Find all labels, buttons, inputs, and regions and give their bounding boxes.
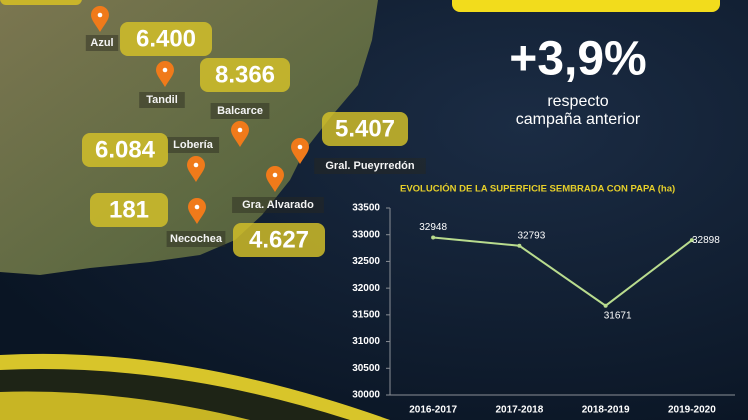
x-tick-label: 2017-2018 <box>495 405 543 416</box>
data-label: 32793 <box>517 230 545 241</box>
y-tick-label: 33000 <box>352 229 380 240</box>
place-label: Balcarce <box>217 105 263 117</box>
place-label-bg <box>314 158 426 174</box>
value-box <box>233 223 325 257</box>
top-banner <box>452 0 720 12</box>
value-box <box>200 58 290 92</box>
place-label: Lobería <box>173 139 214 151</box>
headline-caption: respecto <box>547 93 608 110</box>
pin <box>156 61 174 87</box>
point <box>431 235 436 240</box>
y-tick-label: 32500 <box>352 256 380 267</box>
place-label: Gra. Alvarado <box>242 199 314 211</box>
value-box <box>82 133 168 167</box>
pin-dot <box>237 127 243 133</box>
point <box>603 303 608 308</box>
headline-caption: campaña anterior <box>516 111 641 128</box>
place-label-bg <box>139 92 185 108</box>
data-label: 32948 <box>419 222 447 233</box>
pin-dot <box>194 204 200 210</box>
pin <box>187 156 205 182</box>
point <box>689 238 694 243</box>
plot: 30000 30500 31000 31500 32000 32500 33000 33500… <box>352 203 735 416</box>
headline-change: +3,9% <box>509 33 646 86</box>
y-tick-label: 30000 <box>352 390 380 401</box>
series-line <box>433 236 693 307</box>
pin-dot <box>193 162 199 168</box>
y-tick-label: 32000 <box>352 283 380 294</box>
x-tick-label: 2018-2019 <box>582 405 630 416</box>
pin <box>291 138 309 164</box>
place-label: Azul <box>90 37 113 49</box>
value-label: 8.366 <box>215 61 275 88</box>
value-box <box>322 112 408 146</box>
pin <box>266 166 284 192</box>
y-tick-label: 30500 <box>352 363 380 374</box>
pin-dot <box>272 172 278 178</box>
place-label: Gral. Pueyrredón <box>325 160 415 172</box>
value-label: 5.407 <box>335 115 395 142</box>
place-label: Tandil <box>146 94 178 106</box>
data-label: 32898 <box>692 235 720 246</box>
chart-title: EVOLUCIÓN DE LA SUPERFICIE SEMBRADA CON … <box>400 183 675 195</box>
place-label-bg <box>210 103 270 119</box>
y-tick-label: 33500 <box>352 203 380 214</box>
x-tick-label: 2016-2017 <box>409 405 457 416</box>
value-box <box>0 0 82 5</box>
value-label: 6.400 <box>136 25 196 52</box>
map-layer: Azul Tandil Balcarce Lobería Gral. Pueyrredó… <box>82 6 426 257</box>
swoosh-inner <box>0 391 250 420</box>
pin <box>188 198 206 224</box>
value-label: 6.084 <box>95 136 156 163</box>
pin-dot <box>162 67 168 73</box>
place-label-bg <box>166 137 220 153</box>
value-box <box>120 22 212 56</box>
data-label: 31671 <box>604 310 632 321</box>
place-label: Necochea <box>170 233 223 245</box>
value-box <box>90 193 168 227</box>
place-label-bg <box>232 197 324 213</box>
y-tick-label: 31500 <box>352 309 380 320</box>
value-label: 181 <box>109 196 149 223</box>
place-label-bg <box>85 35 119 51</box>
pin-dot <box>97 12 103 18</box>
x-tick-label: 2019-2020 <box>668 405 716 416</box>
pin <box>231 121 249 147</box>
pin <box>91 6 109 32</box>
place-label-bg <box>166 231 226 247</box>
value-label: 4.627 <box>249 226 309 253</box>
pin-dot <box>297 144 303 150</box>
point <box>517 243 522 248</box>
y-tick-label: 31000 <box>352 336 380 347</box>
